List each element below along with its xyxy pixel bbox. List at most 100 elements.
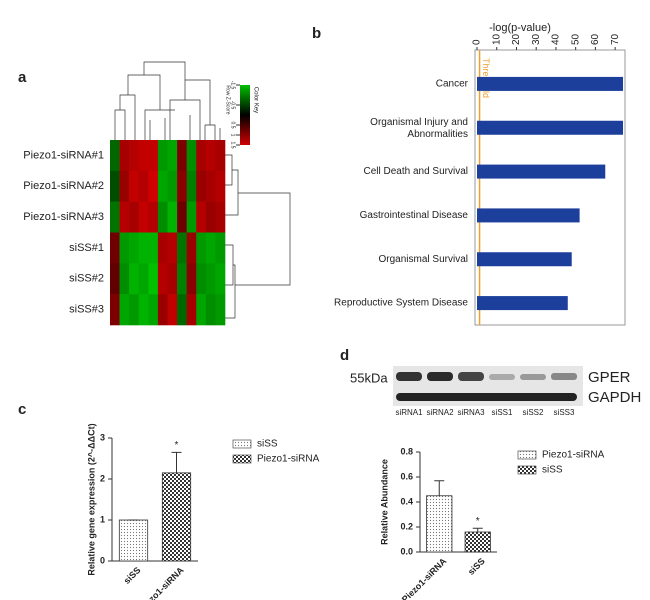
heat-cell (186, 294, 197, 326)
heat-cell (177, 140, 187, 172)
legend-label: siSS (542, 465, 563, 476)
heat-cell (205, 232, 216, 264)
heat-cell (138, 294, 149, 326)
bar (477, 296, 568, 311)
heat-cell (148, 232, 159, 264)
heat-cell (138, 170, 149, 202)
lane-label: siRNA3 (457, 408, 485, 417)
heat-cell (196, 263, 207, 295)
category-label: Cell Death and Survival (364, 166, 469, 177)
heat-cell (205, 170, 216, 202)
panel-letter: b (312, 25, 321, 42)
x-tick-label: Piezo1-siRNA (400, 556, 449, 600)
heat-cell (110, 170, 120, 202)
heat-cell (186, 232, 197, 264)
x-tick-label: Piezo1-siRNA (137, 565, 186, 600)
colorbar-tick-label: 0.5 (230, 122, 236, 129)
bar (464, 531, 491, 553)
annotation: * (476, 516, 480, 527)
legend-swatch (232, 454, 252, 464)
y-tick-label: 0.6 (400, 471, 413, 481)
row-label: Piezo1-siRNA#1 (23, 149, 104, 161)
y-axis-label: Relative Abundance (379, 459, 389, 545)
heat-cell (196, 170, 207, 202)
heat-cell (177, 294, 187, 326)
bar (477, 252, 572, 267)
x-tick-label: 0 (472, 39, 483, 45)
x-tick-label: 60 (590, 33, 601, 45)
heat-cell (167, 170, 178, 202)
heat-cell (148, 140, 159, 172)
y-tick-label: 0 (100, 555, 105, 565)
heat-cell (129, 201, 140, 233)
error-bar (171, 451, 182, 473)
x-tick-label: 10 (491, 33, 502, 45)
heat-cell (215, 294, 226, 326)
axis-title: -log(p-value) (489, 22, 551, 34)
heat-cell (205, 201, 216, 233)
heat-cell (157, 263, 168, 295)
y-tick-label: 3 (100, 432, 105, 442)
heat-cell (148, 294, 159, 326)
x-tick-label: 30 (531, 33, 542, 45)
heat-cell (167, 294, 178, 326)
error-bar (434, 480, 445, 496)
heat-cell (215, 232, 226, 264)
heat-cell (110, 263, 120, 295)
row-label: Piezo1-siRNA#2 (23, 180, 104, 192)
category-label: Gastrointestinal Disease (360, 210, 469, 221)
heat-cell (167, 201, 178, 233)
heat-cell (167, 232, 178, 264)
colorbar-tick-label: 1 (230, 134, 236, 137)
heat-cell (110, 294, 120, 326)
bar (477, 76, 624, 91)
heat-cell (110, 232, 120, 264)
row-label: siSS#1 (69, 242, 104, 254)
heat-cell (157, 201, 168, 233)
heat-cell (138, 263, 149, 295)
y-tick-label: 1 (100, 514, 105, 524)
heat-cell (196, 140, 207, 172)
y-tick-label: 0.2 (400, 521, 413, 531)
y-tick-label: 2 (100, 473, 105, 483)
band-label: GPER (588, 369, 631, 386)
legend-label: Piezo1-siRNA (542, 450, 605, 461)
bar (477, 120, 624, 135)
colorbar-title: Color Key (252, 87, 258, 113)
category-label: Organismal Survival (379, 254, 468, 265)
heat-cell (119, 232, 130, 264)
heat-cell (129, 263, 140, 295)
heat-cell (148, 170, 159, 202)
heat-cell (110, 201, 120, 233)
row-label: siSS#3 (69, 303, 104, 315)
lane-label: siSS3 (554, 408, 575, 417)
legend-swatch (517, 450, 537, 460)
heat-cell (129, 232, 140, 264)
y-tick-label: 0.4 (400, 496, 413, 506)
lane-label: siRNA1 (395, 408, 423, 417)
bar (426, 495, 453, 553)
heat-cell (186, 263, 197, 295)
heat-cell (157, 232, 168, 264)
lane-label: siRNA2 (426, 408, 454, 417)
error-bar (472, 527, 483, 532)
row-label: siSS#2 (69, 273, 104, 285)
heat-cell (129, 140, 140, 172)
heat-cell (148, 201, 159, 233)
size-label: 55kDa (350, 370, 388, 385)
heat-cell (157, 294, 168, 326)
x-tick-label: 50 (570, 33, 581, 45)
heat-cell (215, 170, 226, 202)
y-tick-label: 0.0 (400, 546, 413, 556)
bar (118, 519, 149, 562)
heat-cell (138, 232, 149, 264)
heat-cell (157, 140, 168, 172)
heat-cell (205, 140, 216, 172)
x-tick-label: 70 (610, 33, 621, 45)
row-label: Piezo1-siRNA#3 (23, 211, 104, 223)
heat-cell (196, 201, 207, 233)
heat-cell (138, 201, 149, 233)
blot (393, 366, 583, 406)
heat-cell (119, 294, 130, 326)
